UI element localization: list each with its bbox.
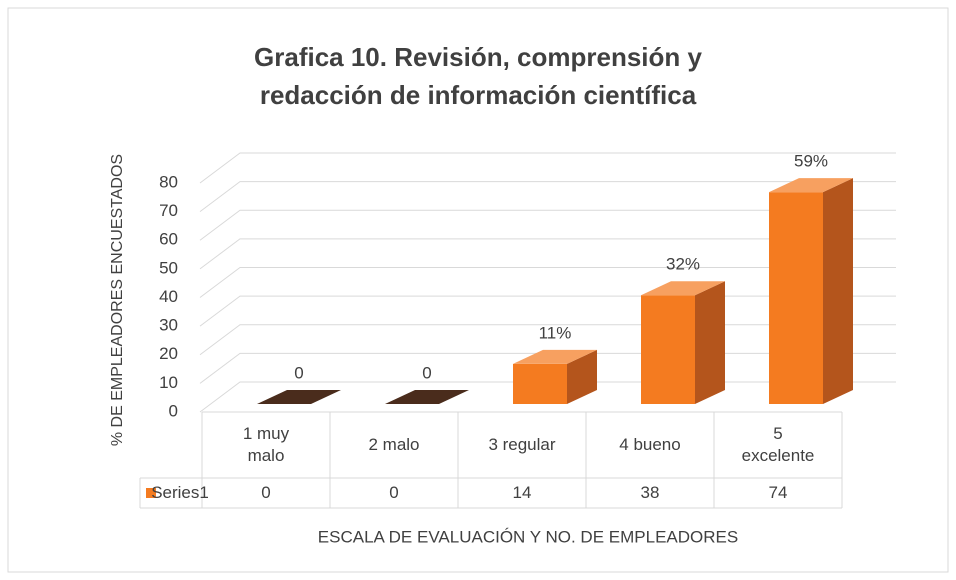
x-category: 1 muy malo — [202, 412, 330, 478]
table-value-text: 38 — [640, 483, 660, 502]
x-category: 4 bueno — [586, 412, 714, 478]
y-tick-label: 80 — [159, 172, 178, 191]
legend-label: Series1 — [151, 478, 209, 508]
table-value: 0 — [330, 478, 458, 508]
bar-top — [385, 390, 469, 404]
x-axis-title: ESCALA DE EVALUACIÓN Y NO. DE EMPLEADORE… — [318, 527, 738, 546]
y-tick-label: 20 — [159, 344, 178, 363]
bar-front — [769, 192, 823, 404]
bar-side — [823, 178, 853, 404]
legend-label-text: Series1 — [151, 483, 209, 502]
bar-side — [567, 349, 597, 404]
x-category: 5 excelente — [714, 412, 842, 478]
table-value: 74 — [714, 478, 842, 508]
y-tick-label: 60 — [159, 230, 178, 249]
x-category-text: 5 excelente — [741, 424, 815, 465]
x-category-text: 2 malo — [368, 435, 420, 454]
bar-front — [641, 295, 695, 404]
bar-front — [513, 363, 567, 404]
y-axis-title: % DE EMPLEADORES ENCUESTADOS — [109, 154, 126, 446]
table-value-text: 0 — [261, 483, 271, 502]
y-tick-label: 0 — [169, 401, 178, 420]
legend-swatch — [146, 488, 156, 498]
bar-top — [769, 178, 853, 193]
grid-line — [199, 267, 896, 298]
data-label: 11% — [539, 323, 572, 342]
table-value: 38 — [586, 478, 714, 508]
data-label: 0 — [294, 363, 303, 382]
table-value-text: 14 — [512, 483, 532, 502]
y-tick-label: 50 — [159, 258, 178, 277]
y-tick-label: 40 — [159, 287, 178, 306]
bar-top — [257, 390, 341, 404]
x-category-text: 1 muy malo — [242, 424, 290, 465]
bar-side — [695, 281, 725, 404]
chart-title: Grafica 10. Revisión, comprensión y reda… — [254, 42, 702, 110]
x-category-text: 3 regular — [488, 435, 556, 454]
bar-top — [641, 281, 725, 296]
bar-top — [513, 349, 597, 364]
grid-line — [199, 209, 896, 241]
data-label: 59% — [794, 152, 828, 171]
data-label: 0 — [422, 363, 431, 382]
title-box: Grafica 10. Revisión, comprensión y reda… — [254, 42, 702, 110]
y-tick-label: 10 — [159, 373, 178, 392]
grid-line — [199, 152, 896, 184]
y-tick-label: 30 — [159, 316, 178, 335]
grid-line — [199, 238, 896, 270]
grid-line — [199, 181, 896, 213]
table-value: 14 — [458, 478, 586, 508]
table-value-text: 74 — [768, 483, 788, 502]
table-value: 0 — [202, 478, 330, 508]
table-value-text: 0 — [389, 483, 399, 502]
x-category: 3 regular — [458, 412, 586, 478]
x-category-text: 4 bueno — [619, 435, 681, 454]
data-label: 32% — [666, 255, 700, 274]
x-category: 2 malo — [330, 412, 458, 478]
y-tick-label: 70 — [159, 201, 178, 220]
